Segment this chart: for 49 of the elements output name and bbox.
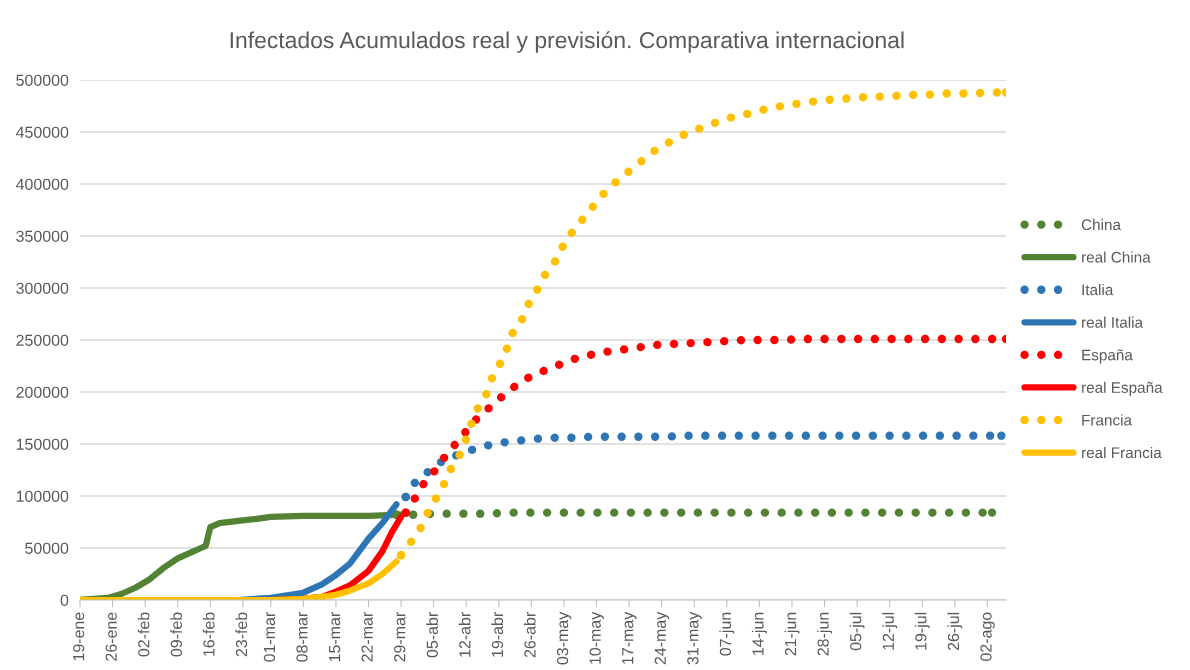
y-tick-label: 150000: [16, 438, 69, 450]
x-tick-label: 29-mar: [394, 612, 406, 662]
x-tick-label: 17-may: [622, 611, 637, 664]
legend-label: España: [1082, 349, 1133, 364]
legend-label: real España: [1082, 381, 1163, 396]
x-tick-label: 28-jun: [817, 612, 832, 656]
x-tick-label: 19-jul: [914, 612, 930, 650]
legend-label: real Italia: [1082, 316, 1144, 328]
x-tick-label: 05-abr: [426, 612, 438, 658]
x-tick-label: 26-ene: [105, 612, 117, 661]
x-tick-label: 26-jul: [947, 612, 963, 651]
legend-label: Italia: [1082, 284, 1114, 296]
x-tick-label: 26-abr: [523, 612, 536, 658]
x-tick-label: 10-may: [589, 611, 604, 664]
x-tick-label: 15-mar: [329, 612, 341, 662]
x-tick-label: 21-jun: [784, 612, 800, 656]
x-tick-label: 22-mar: [361, 612, 373, 662]
x-tick-label: 19-abr: [491, 612, 504, 657]
y-tick-label: 350000: [16, 230, 69, 242]
x-tick-label: 14-jun: [751, 612, 767, 655]
x-tick-label: 24-may: [654, 611, 670, 665]
x-tick-label: 01-mar: [263, 612, 276, 662]
legend-label: China: [1081, 218, 1121, 231]
y-tick-label: 300000: [16, 282, 69, 294]
legend-label: Francia: [1082, 414, 1132, 426]
x-tick-label: 16-feb: [202, 612, 215, 656]
y-tick-label: 250000: [16, 334, 69, 346]
y-tick-label: 0: [60, 594, 69, 606]
x-tick-label: 02-feb: [137, 612, 150, 657]
x-tick-label: 08-mar: [296, 612, 308, 662]
y-tick-label: 100000: [16, 490, 69, 502]
y-tick-label: 200000: [16, 386, 69, 398]
x-tick-label: 02-ago: [980, 612, 995, 661]
x-tick-label: 23-feb: [235, 612, 248, 657]
x-tick-label: 09-feb: [170, 612, 183, 657]
x-tick-label: 12-jul: [882, 612, 898, 650]
x-tick-label: 12-abr: [458, 612, 471, 657]
y-tick-label: 400000: [15, 178, 69, 190]
x-tick-label: 19-ene: [72, 612, 85, 661]
x-tick-label: 05-jul: [849, 612, 865, 651]
x-tick-label: 03-may: [556, 611, 572, 665]
legend-label: real China: [1082, 251, 1151, 263]
y-tick-label: 50000: [25, 542, 69, 554]
x-tick-label: 07-jun: [719, 612, 735, 656]
y-tick-label: 500000: [16, 74, 69, 86]
x-tick-label: 31-may: [687, 611, 702, 665]
chart-title: Infectados Acumulados real y previsión. Comparativa internacional: [230, 31, 904, 53]
legend-label: real Francia: [1082, 446, 1162, 459]
y-tick-label: 450000: [15, 126, 69, 138]
